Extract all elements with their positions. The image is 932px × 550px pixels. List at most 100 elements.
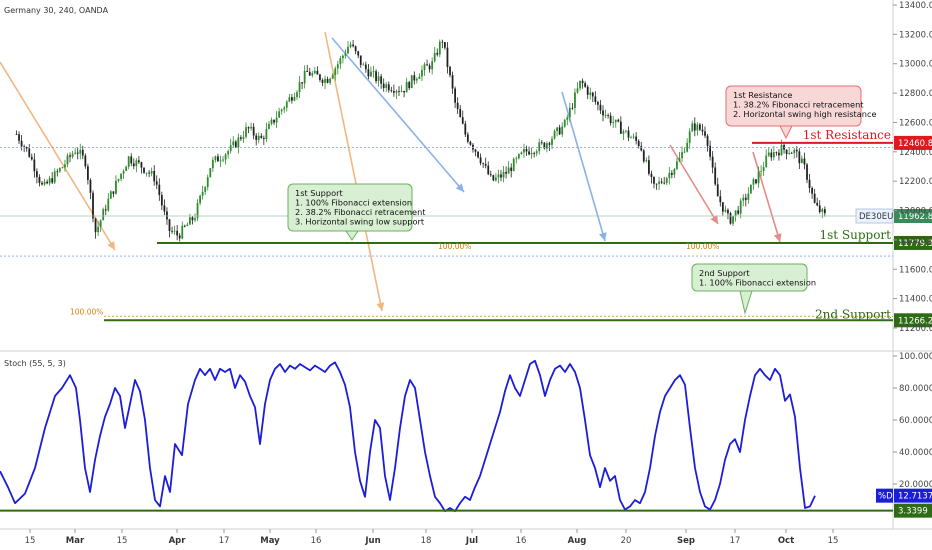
candle-down	[619, 121, 622, 134]
candle-up	[630, 137, 632, 139]
candle-up	[278, 111, 281, 118]
candle-down	[15, 134, 18, 135]
candle-down	[140, 162, 143, 168]
candle-down	[352, 44, 354, 47]
candle-down	[94, 218, 97, 233]
candle-down	[607, 115, 609, 116]
candle-down	[727, 209, 729, 214]
red-arrow-aug-sep-head	[710, 215, 718, 224]
stoch-series-tag	[876, 488, 893, 503]
blue-arrow-may-jun	[331, 37, 465, 193]
candle-down	[240, 137, 242, 139]
candle-up	[604, 115, 607, 116]
candle-down	[617, 119, 620, 122]
fib-label-1st-support-b: 100.00%	[686, 242, 719, 251]
candle-up	[762, 167, 765, 172]
candle-up	[232, 141, 235, 146]
candle-up	[688, 131, 691, 143]
candle-down	[148, 172, 150, 174]
candle-down	[785, 149, 788, 154]
candle-down	[262, 138, 265, 139]
candle-down	[505, 172, 507, 174]
candle-up	[538, 142, 541, 152]
candle-up	[344, 53, 347, 56]
candle-up	[732, 215, 734, 224]
note-first-support-line: 1st Support	[295, 188, 343, 198]
candle-up	[349, 44, 352, 47]
candle-down	[428, 65, 431, 70]
candle-down	[469, 141, 472, 145]
candle-up	[71, 153, 74, 157]
candle-up	[127, 156, 130, 167]
candle-up	[512, 159, 515, 171]
candle-up	[410, 75, 413, 89]
price-axis[interactable]: 13400.0 13200.0 13000.0 12800.0 12600.0 12400…	[893, 1, 932, 490]
time-tick-label: 15	[828, 536, 839, 546]
time-tick-label: Jun	[364, 536, 380, 546]
candle-down	[112, 191, 115, 194]
candle-up	[625, 130, 627, 132]
candle-down	[637, 140, 640, 147]
candle-up	[757, 171, 760, 184]
note-first-resistance-pointer	[779, 125, 793, 140]
candle-down	[477, 151, 479, 158]
candle-down	[543, 142, 546, 149]
note-first-support-line: 3. Horizontal swing low support	[295, 217, 425, 227]
time-tick-label: 17	[219, 536, 230, 546]
candle-down	[474, 149, 477, 152]
candle-up	[242, 136, 245, 139]
candle-down	[46, 181, 48, 184]
candle-up	[520, 152, 523, 155]
candle-down	[413, 75, 416, 81]
time-axis[interactable]: 15 Mar 15 Apr 17 May 16 Jun 18 Jul 16 Aug 20 Sep 17 Oct…	[25, 529, 839, 546]
candle-up	[551, 138, 553, 145]
candle-up	[517, 154, 520, 159]
note-second-support-pointer	[739, 290, 753, 315]
candle-down	[308, 71, 311, 76]
candle-up	[199, 195, 201, 204]
candle-down	[255, 135, 258, 140]
candle-up	[793, 149, 796, 154]
candle-down	[627, 130, 630, 138]
candle-down	[466, 134, 469, 142]
candle-down	[701, 129, 704, 132]
candle-down	[584, 83, 587, 87]
red-arrow-sep	[752, 151, 781, 243]
candle-down	[426, 64, 428, 66]
symbol-tag-text: DE30EUR	[859, 212, 899, 222]
candle-up	[268, 123, 270, 129]
candle-down	[558, 127, 561, 135]
candle-up	[313, 70, 316, 74]
note-second-support-line: 2nd Support	[699, 268, 750, 278]
stoch-tick-label: 80.0000	[899, 384, 932, 394]
candle-down	[76, 152, 79, 154]
candle-up	[563, 119, 566, 127]
candle-down	[153, 171, 156, 182]
candle-up	[568, 107, 571, 118]
note-first-support-line: 1. 100% Fibonacci extension	[295, 198, 412, 208]
candle-down	[234, 141, 237, 148]
candle-up	[418, 76, 421, 79]
candle-up	[339, 58, 342, 65]
candle-up	[209, 168, 212, 178]
candles	[15, 39, 826, 242]
price-tick-label: 13200.0	[899, 30, 932, 40]
candle-up	[117, 178, 120, 181]
candle-up	[780, 144, 783, 156]
stoch-value-tag	[894, 488, 932, 503]
candle-up	[421, 69, 423, 77]
candle-down	[581, 80, 584, 84]
candle-up	[788, 153, 791, 154]
candle-up	[362, 64, 365, 66]
candle-down	[719, 196, 722, 203]
stoch-support-tag-text: 3.3399	[898, 507, 928, 517]
stoch-tick-label: 100.0000	[899, 352, 932, 362]
candle-up	[61, 167, 64, 169]
candle-down	[663, 182, 666, 184]
candle-up	[614, 119, 617, 123]
candle-down	[803, 158, 806, 165]
candle-down	[533, 153, 536, 154]
candle-up	[74, 152, 77, 154]
candle-up	[283, 107, 286, 110]
candle-up	[229, 145, 232, 152]
